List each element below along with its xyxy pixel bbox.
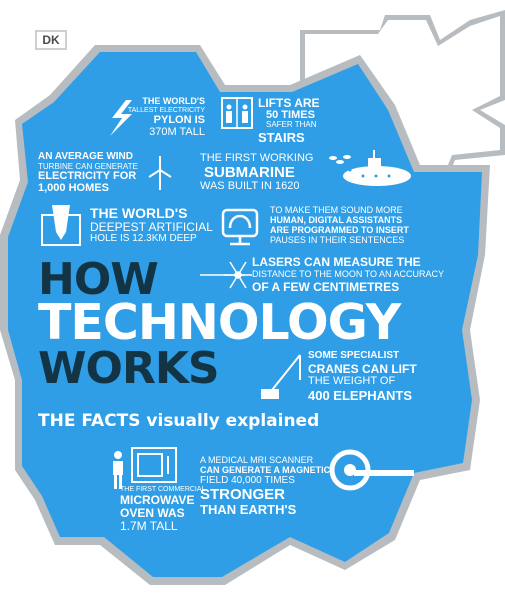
fact-lasers-line1: LASERS CAN MEASURE THE — [252, 255, 421, 269]
dk-logo: DK — [35, 30, 67, 50]
drill-hole-icon — [41, 205, 81, 246]
fact-mri-line5: THAN EARTH'S — [200, 502, 297, 517]
lightning-icon — [110, 100, 132, 136]
fact-wind-line3: ELECTRICITY FOR — [38, 170, 137, 182]
fact-hole-line1: THE WORLD'S — [90, 205, 188, 221]
submarine-icon — [343, 150, 411, 186]
fact-assistants-line3: ARE PROGRAMMED TO INSERT — [270, 225, 409, 235]
fact-mri-line2: CAN GENERATE A MAGNETIC — [200, 465, 331, 475]
fact-lasers-line2: DISTANCE TO THE MOON TO AN ACCURACY — [252, 269, 445, 279]
fact-microwave-line4: 1.7M TALL — [120, 519, 178, 533]
fish-icon — [329, 155, 351, 164]
fact-wind-line1: AN AVERAGE WIND — [38, 151, 133, 162]
fact-submarine-line3: WAS BUILT IN 1620 — [200, 180, 300, 192]
fact-pylon-line1: THE WORLD'S — [142, 96, 205, 106]
fact-mri-line1: A MEDICAL MRI SCANNER — [200, 455, 314, 465]
fact-wind-line2: TURBINE CAN GENERATE — [38, 162, 138, 171]
fact-lifts-line1: LIFTS ARE — [258, 96, 320, 110]
fact-mri-line4: STRONGER — [200, 486, 286, 503]
title-technology: TECHNOLOGY — [38, 294, 401, 351]
fact-hole-line2: DEEPEST ARTIFICIAL — [90, 220, 213, 234]
fact-cranes-line2: CRANES CAN LIFT — [308, 362, 417, 376]
subtitle: THE FACTS visually explained — [38, 411, 320, 431]
fact-pylon-line3: PYLON IS — [153, 114, 205, 126]
fact-lifts-line2: 50 TIMES — [266, 109, 315, 121]
microwave-icon — [131, 447, 177, 483]
fact-hole-line3: HOLE IS 12.3KM DEEP — [90, 233, 197, 244]
fact-submarine-line2: SUBMARINE — [204, 164, 295, 181]
fact-mri-line3: FIELD 40,000 TIMES — [200, 475, 295, 486]
fact-cranes-line3: THE WEIGHT OF — [308, 375, 396, 387]
fact-wind-line4: 1,000 HOMES — [38, 182, 109, 194]
person-icon — [113, 451, 123, 489]
fact-lifts-line3: SAFER THAN — [266, 120, 317, 129]
mri-scanner-icon — [329, 449, 414, 491]
fact-microwave-line2: MICROWAVE — [120, 493, 195, 507]
fact-lifts-line4: STAIRS — [258, 130, 305, 145]
lift-icon — [221, 97, 253, 129]
fact-cranes-line4: 400 ELEPHANTS — [308, 388, 413, 403]
fact-submarine-line1: THE FIRST WORKING — [200, 152, 314, 164]
fact-assistants-line4: PAUSES IN THEIR SENTENCES — [270, 235, 405, 245]
wind-turbine-icon — [148, 156, 172, 190]
fact-cranes-line1: SOME SPECIALIST — [308, 350, 400, 361]
fact-pylon-line2: TALLEST ELECTRICITY — [127, 107, 205, 114]
fact-assistants-line1: TO MAKE THEM SOUND MORE — [270, 205, 403, 215]
fact-microwave-line3: OVEN WAS — [120, 506, 185, 520]
title-works: WORKS — [38, 343, 220, 394]
fact-lasers-line3: OF A FEW CENTIMETRES — [252, 280, 400, 294]
laser-icon — [200, 261, 252, 289]
crane-icon — [261, 354, 301, 399]
fact-microwave-line1: THE FIRST COMMERCIAL — [120, 486, 206, 493]
headset-icon — [221, 208, 259, 246]
title-how: HOW — [38, 254, 159, 305]
fact-assistants-line2: HUMAN, DIGITAL ASSISTANTS — [270, 215, 403, 225]
fact-pylon-line4: 370M TALL — [149, 126, 205, 138]
